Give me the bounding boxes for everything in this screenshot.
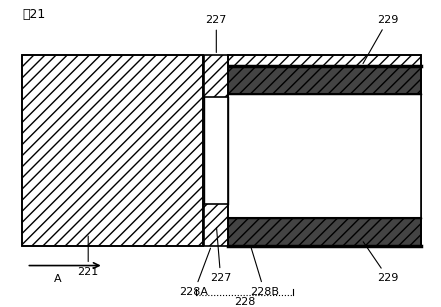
- Text: 228A: 228A: [179, 248, 210, 297]
- Text: 229: 229: [363, 14, 399, 64]
- Bar: [22, 55, 203, 246]
- Bar: [228, 66, 421, 94]
- Text: 229: 229: [363, 242, 399, 283]
- Bar: [228, 218, 421, 246]
- Text: 228B: 228B: [250, 248, 279, 297]
- Bar: [204, 55, 228, 97]
- Bar: [204, 55, 228, 246]
- Bar: [204, 204, 228, 246]
- Text: A: A: [53, 274, 61, 284]
- Text: 221: 221: [78, 236, 99, 277]
- Text: 図21: 図21: [22, 8, 45, 21]
- Text: 228: 228: [234, 297, 255, 307]
- Text: 227: 227: [206, 14, 227, 52]
- Bar: [228, 55, 421, 246]
- Bar: [228, 55, 421, 246]
- Bar: [22, 55, 203, 246]
- Bar: [228, 94, 421, 218]
- Text: 227: 227: [210, 228, 232, 283]
